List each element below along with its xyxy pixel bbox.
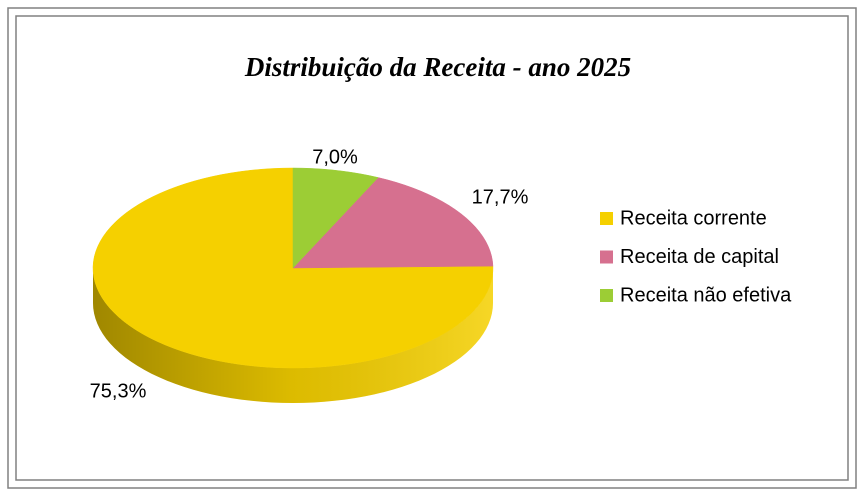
inner-frame bbox=[15, 15, 849, 481]
pie bbox=[92, 167, 494, 403]
labels: 75,3% 17,7% 7,0% bbox=[90, 146, 529, 402]
legend-label: Receita corrente bbox=[620, 207, 767, 229]
chart-title: Distribuição da Receita - ano 2025 bbox=[244, 52, 631, 82]
data-label: 75,3% bbox=[90, 380, 147, 402]
legend-label: Receita não efetiva bbox=[620, 284, 792, 306]
legend-swatch bbox=[600, 289, 613, 302]
data-label: 7,0% bbox=[312, 146, 358, 168]
data-label: 17,7% bbox=[472, 186, 529, 208]
legend-swatch bbox=[600, 212, 613, 225]
slice bbox=[292, 177, 494, 269]
slice bbox=[292, 167, 379, 269]
slice-side-shade bbox=[93, 268, 493, 403]
outer-frame bbox=[7, 7, 857, 489]
legend-swatch bbox=[600, 250, 613, 264]
legend-label: Receita de capital bbox=[620, 246, 779, 268]
legend: Receita corrente Receita de capital Receit… bbox=[600, 207, 792, 306]
